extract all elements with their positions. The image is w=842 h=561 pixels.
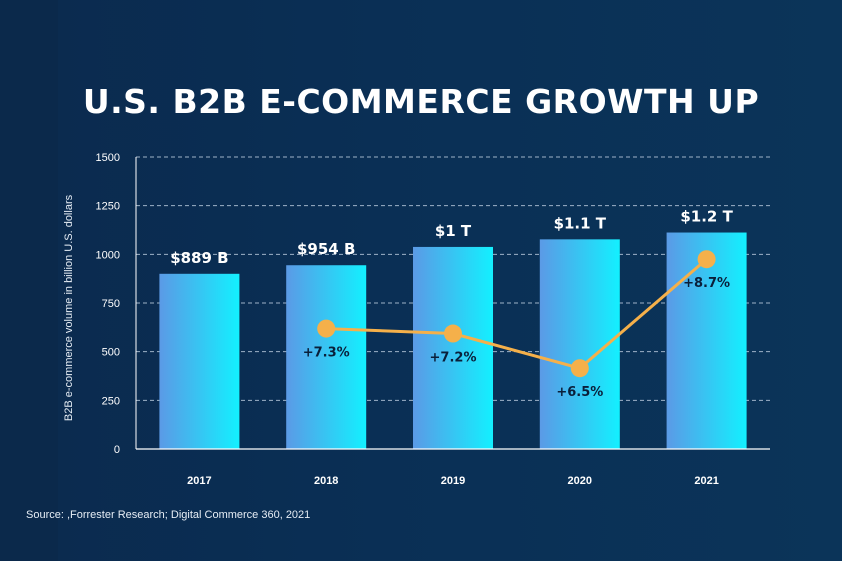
bars (159, 232, 747, 449)
x-tick-label: 2017 (187, 475, 211, 487)
bar-value-label: $1.2 T (680, 208, 733, 226)
growth-line-layer (317, 250, 716, 378)
bar-2018 (286, 265, 367, 449)
labels: 0 250 500 750 1000 1250 1500 $889 B 2017 $954 B 20… (63, 152, 734, 487)
bar-value-label: $1.1 T (554, 214, 607, 232)
x-tick-label: 2021 (694, 475, 718, 487)
growth-point-2020 (570, 359, 589, 378)
y-tick-label: 1000 (96, 249, 120, 261)
y-axis-title: B2B e-commerce volume in billion U.S. do… (63, 194, 75, 421)
bar-value-label: $1 T (435, 222, 472, 240)
y-tick-label: 1500 (96, 152, 120, 164)
bar-value-label: $889 B (170, 249, 228, 267)
bar-2019 (413, 246, 493, 449)
bar-2017 (159, 273, 240, 449)
growth-label: +7.3% (303, 346, 350, 361)
growth-line (326, 258, 708, 370)
growth-point-2021 (697, 250, 716, 269)
growth-label: +7.2% (430, 351, 477, 366)
growth-label: +6.5% (556, 385, 603, 400)
y-tick-label: 500 (102, 347, 120, 359)
bar-value-label: $954 B (297, 240, 355, 258)
growth-point-2018 (317, 319, 336, 338)
x-tick-label: 2020 (568, 475, 592, 487)
chart-title: U.S. B2B E-COMMERCE GROWTH UP (82, 82, 760, 121)
x-tick-label: 2019 (441, 475, 465, 487)
left-shade-panel (0, 0, 58, 561)
source-note: Source: ,Forrester Research; Digital Com… (26, 509, 311, 521)
growth-point-2019 (444, 324, 462, 343)
bar-2021 (666, 232, 747, 449)
y-tick-label: 750 (102, 298, 120, 310)
x-tick-label: 2018 (314, 475, 338, 487)
axes (135, 157, 770, 450)
y-tick-label: 1250 (96, 201, 120, 213)
growth-label: +8.7% (683, 276, 730, 291)
y-tick-label: 250 (102, 395, 120, 407)
y-tick-label: 0 (114, 444, 120, 456)
